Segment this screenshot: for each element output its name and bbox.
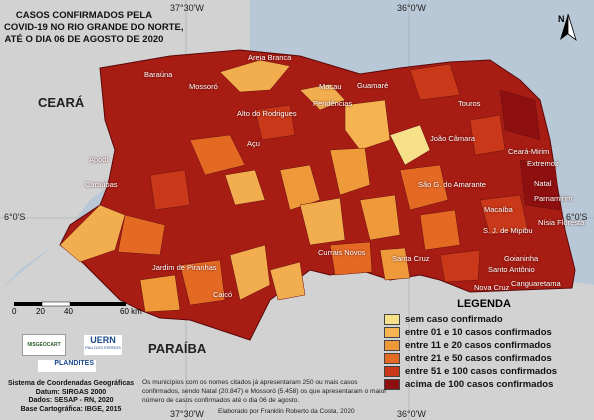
municipality-label: Macaíba xyxy=(484,205,513,214)
municipality-label: Açu xyxy=(247,139,260,148)
municipality-label: Caraúbas xyxy=(85,180,118,189)
credit-line: Base Cartográfica: IBGE, 2015 xyxy=(20,405,122,413)
municipality-label: S. J. de Mipibu xyxy=(483,226,533,235)
author-credit: Elaborado por Franklin Roberto da Costa,… xyxy=(218,408,355,415)
legend-label: entre 51 e 100 casos confirmados xyxy=(405,366,558,377)
north-label: N xyxy=(558,14,565,24)
municipality-label: Baraúna xyxy=(144,70,173,79)
legend-item: entre 51 e 100 casos confirmados xyxy=(384,365,580,378)
municipality-label: Nova Cruz xyxy=(474,283,510,292)
municipality-label: Goianinha xyxy=(504,254,539,263)
credit-line: Sistema de Coordenadas Geográficas xyxy=(7,380,135,387)
municipality-label: Natal xyxy=(534,179,552,188)
map-title: CASOS CONFIRMADOS PELA COVID-19 NO RIO G… xyxy=(4,10,184,46)
coord-bottom-right: 36°0'W xyxy=(397,409,426,419)
legend-swatch xyxy=(384,379,400,390)
municipality-label: Currais Novos xyxy=(318,248,366,257)
state-label-paraiba: PARAÍBA xyxy=(148,341,207,356)
title-line: CASOS CONFIRMADOS PELA xyxy=(15,10,153,21)
municipality-label: João Câmara xyxy=(430,134,476,143)
municipality-label: Areia Branca xyxy=(248,53,292,62)
title-line: COVID-19 NO RIO GRANDE DO NORTE, xyxy=(4,22,184,33)
coord-top-right: 36°0'W xyxy=(397,3,426,13)
municipality-label: Guamaré xyxy=(357,81,389,90)
municipality-label: Touros xyxy=(458,99,481,108)
legend-swatch xyxy=(384,327,400,338)
municipality-label: Nísia Floresta xyxy=(538,218,585,227)
municipality-patches xyxy=(59,59,561,313)
plandites-logo-text: PLANDITES xyxy=(54,360,94,367)
municipality-label: Macau xyxy=(319,82,342,91)
municipality-label: Extremoz xyxy=(527,159,559,168)
state-label-ceara: CEARÁ xyxy=(38,95,85,110)
legend-label: entre 21 e 50 casos confirmados xyxy=(405,353,552,364)
credit-line: Dados: SESAP - RN, 2020 xyxy=(28,397,114,404)
coord-bottom-left: 37°30'W xyxy=(170,409,204,419)
municipality-label: Santa Cruz xyxy=(392,254,430,263)
scale-tick: 20 xyxy=(36,307,45,316)
municipality-label: São G. do Amarante xyxy=(418,180,486,189)
credit-line: Datum: SIRGAS 2000 xyxy=(35,388,107,396)
municipality-label: Alto do Rodrigues xyxy=(237,109,297,118)
nisgeocart-logo: NISGEOCART xyxy=(22,334,66,356)
uern-logo: UERN PAU DOS FERROS xyxy=(84,335,122,355)
legend-label: sem caso confirmado xyxy=(405,314,503,325)
uern-logo-subtext: PAU DOS FERROS xyxy=(85,345,121,350)
scale-tick: 40 xyxy=(64,307,73,316)
legend-label: entre 11 e 20 casos confirmados xyxy=(405,340,552,351)
coord-right-lat: 6°0'S xyxy=(566,212,588,222)
legend-swatch xyxy=(384,366,400,377)
legend-swatch xyxy=(384,314,400,325)
legend-swatch xyxy=(384,340,400,351)
nisgeocart-logo-text: NISGEOCART xyxy=(27,342,61,348)
municipality-label: Pendências xyxy=(313,99,353,108)
municipality-label: Canguaretama xyxy=(511,279,561,288)
north-arrow-icon xyxy=(560,14,577,42)
legend-item: entre 11 e 20 casos confirmados xyxy=(384,339,580,352)
plandites-logo: PLANDITES xyxy=(38,360,96,372)
municipality-label: Caicó xyxy=(213,290,233,299)
municipality-label: Santo Antônio xyxy=(488,265,535,274)
legend-item: entre 21 e 50 casos confirmados xyxy=(384,352,580,365)
municipality-label: Ceará-Mirim xyxy=(508,147,550,156)
north-arrow: N xyxy=(558,14,577,42)
municipality-label: Apodi xyxy=(89,155,109,164)
map-note: Os municípios com os nomes citados já ap… xyxy=(142,379,387,404)
legend-label: acima de 100 casos confirmados xyxy=(405,379,554,390)
coord-left-lat: 6°0'S xyxy=(4,212,26,222)
credits-block: Sistema de Coordenadas Geográficas Datum… xyxy=(3,380,139,414)
legend-title: LEGENDA xyxy=(457,298,511,310)
legend-swatch xyxy=(384,353,400,364)
coord-top-left: 37°30'W xyxy=(170,3,204,13)
legend-item: sem caso confirmado xyxy=(384,313,580,326)
scale-tick: 60 km xyxy=(120,307,142,316)
uern-logo-text: UERN xyxy=(90,335,116,345)
scale-bar xyxy=(14,301,126,307)
municipality-label: Jardim de Piranhas xyxy=(152,263,217,272)
legend-label: entre 01 e 10 casos confirmados xyxy=(405,327,552,338)
municipality-label: Parnamirim xyxy=(534,194,573,203)
legend-item: acima de 100 casos confirmados xyxy=(384,378,580,391)
legend-item: entre 01 e 10 casos confirmados xyxy=(384,326,580,339)
legend: LEGENDA sem caso confirmado entre 01 e 1… xyxy=(384,298,580,391)
title-line: ATÉ O DIA 06 DE AGOSTO DE 2020 xyxy=(4,34,164,45)
scale-tick: 0 xyxy=(12,307,17,316)
municipality-label: Mossoró xyxy=(189,82,218,91)
